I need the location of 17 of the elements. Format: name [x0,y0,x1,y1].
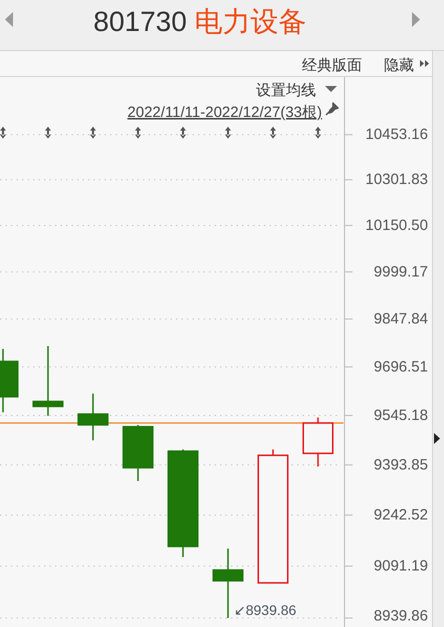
text: 经典版面 [302,57,362,74]
y-tick-label: 10301.83 [365,171,428,188]
chart-title: 801730 电力设备 [93,6,307,37]
annotation: 设置均线 [256,82,316,99]
text: 2022/11/11-2022/12/27(33根) [127,104,322,121]
y-tick-label: 10150.50 [365,216,428,234]
y-tick-label: 9393.85 [374,456,428,474]
y-tick-label: 9242.52 [374,506,428,524]
y-tick-label: 9696.51 [374,358,428,376]
y-tick-label: 9999.17 [374,263,428,280]
y-tick-label: 9847.84 [374,310,428,328]
y-tick-label: 9545.18 [374,407,428,424]
annotation: ↙8939.86 [234,602,297,618]
y-tick-label: 9091.19 [374,558,428,575]
y-tick-label: 8939.86 [374,608,428,624]
text: 隐藏 [384,57,414,74]
y-tick-label: 10453.16 [365,126,428,144]
